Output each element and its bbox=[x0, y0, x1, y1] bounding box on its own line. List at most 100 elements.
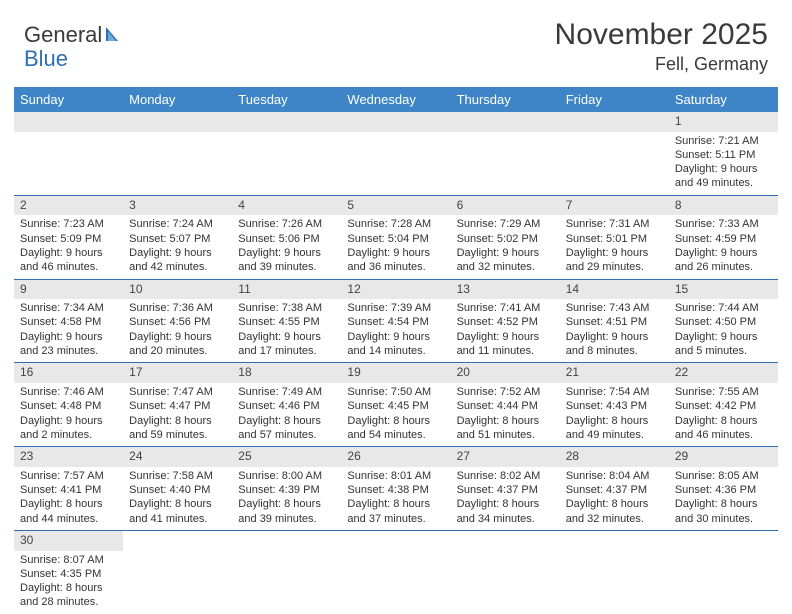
calendar-day-cell: 23Sunrise: 7:57 AMSunset: 4:41 PMDayligh… bbox=[14, 447, 123, 531]
sunrise-line: Sunrise: 7:49 AM bbox=[238, 385, 335, 399]
day-content: Sunrise: 7:55 AMSunset: 4:42 PMDaylight:… bbox=[669, 383, 778, 446]
daylight-line-2: and 34 minutes. bbox=[457, 512, 554, 526]
calendar-week-row: 1Sunrise: 7:21 AMSunset: 5:11 PMDaylight… bbox=[14, 112, 778, 195]
calendar-body: 1Sunrise: 7:21 AMSunset: 5:11 PMDaylight… bbox=[14, 112, 778, 614]
daylight-line-1: Daylight: 8 hours bbox=[457, 414, 554, 428]
sunrise-line: Sunrise: 7:28 AM bbox=[347, 217, 444, 231]
daylight-line-2: and 28 minutes. bbox=[20, 595, 117, 609]
sunrise-line: Sunrise: 7:50 AM bbox=[347, 385, 444, 399]
calendar-day-cell: 11Sunrise: 7:38 AMSunset: 4:55 PMDayligh… bbox=[232, 279, 341, 363]
day-number: 15 bbox=[669, 280, 778, 300]
day-number: 7 bbox=[560, 196, 669, 216]
calendar-day-cell: 29Sunrise: 8:05 AMSunset: 4:36 PMDayligh… bbox=[669, 447, 778, 531]
daylight-line-2: and 49 minutes. bbox=[675, 176, 772, 190]
daylight-line-1: Daylight: 9 hours bbox=[675, 330, 772, 344]
day-number: 26 bbox=[341, 447, 450, 467]
day-number: 23 bbox=[14, 447, 123, 467]
daylight-line-2: and 26 minutes. bbox=[675, 260, 772, 274]
day-number: 5 bbox=[341, 196, 450, 216]
day-header: Sunday bbox=[14, 87, 123, 112]
header: General November 2025 Fell, Germany bbox=[0, 0, 792, 81]
daylight-line-1: Daylight: 9 hours bbox=[129, 246, 226, 260]
sunrise-line: Sunrise: 7:44 AM bbox=[675, 301, 772, 315]
daylight-line-1: Daylight: 8 hours bbox=[457, 497, 554, 511]
daylight-line-1: Daylight: 8 hours bbox=[347, 414, 444, 428]
day-number: 28 bbox=[560, 447, 669, 467]
daylight-line-1: Daylight: 9 hours bbox=[675, 246, 772, 260]
day-content: Sunrise: 7:44 AMSunset: 4:50 PMDaylight:… bbox=[669, 299, 778, 362]
calendar-day-cell: 28Sunrise: 8:04 AMSunset: 4:37 PMDayligh… bbox=[560, 447, 669, 531]
day-content: Sunrise: 8:01 AMSunset: 4:38 PMDaylight:… bbox=[341, 467, 450, 530]
day-header: Friday bbox=[560, 87, 669, 112]
sunset-line: Sunset: 4:37 PM bbox=[566, 483, 663, 497]
sunrise-line: Sunrise: 8:05 AM bbox=[675, 469, 772, 483]
sunrise-line: Sunrise: 7:46 AM bbox=[20, 385, 117, 399]
day-number: 19 bbox=[341, 363, 450, 383]
empty-daynum bbox=[341, 112, 450, 132]
calendar-day-cell: 1Sunrise: 7:21 AMSunset: 5:11 PMDaylight… bbox=[669, 112, 778, 195]
daylight-line-2: and 14 minutes. bbox=[347, 344, 444, 358]
day-header: Tuesday bbox=[232, 87, 341, 112]
daylight-line-1: Daylight: 8 hours bbox=[566, 414, 663, 428]
sunset-line: Sunset: 5:07 PM bbox=[129, 232, 226, 246]
calendar-day-cell: 22Sunrise: 7:55 AMSunset: 4:42 PMDayligh… bbox=[669, 363, 778, 447]
sunrise-line: Sunrise: 8:02 AM bbox=[457, 469, 554, 483]
daylight-line-2: and 23 minutes. bbox=[20, 344, 117, 358]
day-number: 2 bbox=[14, 196, 123, 216]
day-content: Sunrise: 7:31 AMSunset: 5:01 PMDaylight:… bbox=[560, 215, 669, 278]
calendar-day-cell: 17Sunrise: 7:47 AMSunset: 4:47 PMDayligh… bbox=[123, 363, 232, 447]
empty-daynum bbox=[123, 112, 232, 132]
calendar-week-row: 9Sunrise: 7:34 AMSunset: 4:58 PMDaylight… bbox=[14, 279, 778, 363]
sunset-line: Sunset: 5:06 PM bbox=[238, 232, 335, 246]
calendar-day-cell: 18Sunrise: 7:49 AMSunset: 4:46 PMDayligh… bbox=[232, 363, 341, 447]
brand-logo: General bbox=[24, 22, 124, 48]
day-number: 27 bbox=[451, 447, 560, 467]
daylight-line-1: Daylight: 8 hours bbox=[238, 414, 335, 428]
sunset-line: Sunset: 4:47 PM bbox=[129, 399, 226, 413]
daylight-line-2: and 54 minutes. bbox=[347, 428, 444, 442]
day-number: 8 bbox=[669, 196, 778, 216]
sunset-line: Sunset: 4:48 PM bbox=[20, 399, 117, 413]
sunset-line: Sunset: 4:55 PM bbox=[238, 315, 335, 329]
calendar-day-cell: 12Sunrise: 7:39 AMSunset: 4:54 PMDayligh… bbox=[341, 279, 450, 363]
sunrise-line: Sunrise: 7:39 AM bbox=[347, 301, 444, 315]
daylight-line-2: and 39 minutes. bbox=[238, 512, 335, 526]
daylight-line-2: and 11 minutes. bbox=[457, 344, 554, 358]
daylight-line-1: Daylight: 9 hours bbox=[129, 330, 226, 344]
day-content: Sunrise: 7:24 AMSunset: 5:07 PMDaylight:… bbox=[123, 215, 232, 278]
sunrise-line: Sunrise: 7:57 AM bbox=[20, 469, 117, 483]
calendar-day-cell: 30Sunrise: 8:07 AMSunset: 4:35 PMDayligh… bbox=[14, 530, 123, 613]
daylight-line-2: and 37 minutes. bbox=[347, 512, 444, 526]
calendar-day-cell: 8Sunrise: 7:33 AMSunset: 4:59 PMDaylight… bbox=[669, 195, 778, 279]
calendar-day-cell: 25Sunrise: 8:00 AMSunset: 4:39 PMDayligh… bbox=[232, 447, 341, 531]
sunset-line: Sunset: 5:04 PM bbox=[347, 232, 444, 246]
day-number: 20 bbox=[451, 363, 560, 383]
day-number: 21 bbox=[560, 363, 669, 383]
daylight-line-2: and 36 minutes. bbox=[347, 260, 444, 274]
day-content: Sunrise: 8:07 AMSunset: 4:35 PMDaylight:… bbox=[14, 551, 123, 614]
sunrise-line: Sunrise: 7:52 AM bbox=[457, 385, 554, 399]
calendar-day-cell: 20Sunrise: 7:52 AMSunset: 4:44 PMDayligh… bbox=[451, 363, 560, 447]
sunrise-line: Sunrise: 8:07 AM bbox=[20, 553, 117, 567]
calendar-week-row: 30Sunrise: 8:07 AMSunset: 4:35 PMDayligh… bbox=[14, 530, 778, 613]
day-number: 13 bbox=[451, 280, 560, 300]
daylight-line-1: Daylight: 9 hours bbox=[238, 330, 335, 344]
sunrise-line: Sunrise: 7:38 AM bbox=[238, 301, 335, 315]
sunset-line: Sunset: 4:45 PM bbox=[347, 399, 444, 413]
calendar-day-cell: 4Sunrise: 7:26 AMSunset: 5:06 PMDaylight… bbox=[232, 195, 341, 279]
sail-icon bbox=[104, 25, 124, 43]
calendar-empty-cell bbox=[123, 530, 232, 613]
calendar-week-row: 16Sunrise: 7:46 AMSunset: 4:48 PMDayligh… bbox=[14, 363, 778, 447]
daylight-line-2: and 32 minutes. bbox=[457, 260, 554, 274]
day-content: Sunrise: 7:52 AMSunset: 4:44 PMDaylight:… bbox=[451, 383, 560, 446]
empty-daynum bbox=[14, 112, 123, 132]
day-content: Sunrise: 7:46 AMSunset: 4:48 PMDaylight:… bbox=[14, 383, 123, 446]
daylight-line-2: and 46 minutes. bbox=[20, 260, 117, 274]
sunrise-line: Sunrise: 7:31 AM bbox=[566, 217, 663, 231]
calendar-empty-cell bbox=[123, 112, 232, 195]
sunset-line: Sunset: 5:09 PM bbox=[20, 232, 117, 246]
day-content: Sunrise: 7:29 AMSunset: 5:02 PMDaylight:… bbox=[451, 215, 560, 278]
day-content: Sunrise: 7:47 AMSunset: 4:47 PMDaylight:… bbox=[123, 383, 232, 446]
day-number: 18 bbox=[232, 363, 341, 383]
calendar-empty-cell bbox=[232, 530, 341, 613]
